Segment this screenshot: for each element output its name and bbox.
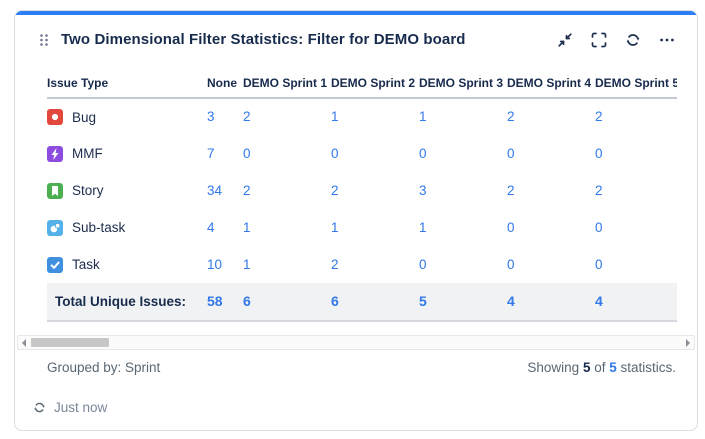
stat-link[interactable]: 2 (331, 256, 339, 272)
more-menu-icon[interactable] (659, 32, 675, 48)
table-scroll-area[interactable]: Issue Type None DEMO Sprint 1 DEMO Sprin… (30, 62, 677, 322)
stat-link[interactable]: 0 (507, 219, 515, 235)
stat-link[interactable]: 1 (243, 256, 251, 272)
stat-link[interactable]: 0 (419, 145, 427, 161)
stat-link[interactable]: 10 (207, 256, 223, 272)
stat-link[interactable]: 0 (419, 256, 427, 272)
gadget-toolbar (557, 32, 675, 48)
col-header-issue-type: Issue Type (47, 62, 207, 99)
task-icon (47, 256, 63, 273)
stat-link[interactable]: 1 (331, 109, 339, 124)
subtask-icon (47, 219, 63, 236)
drag-handle-icon[interactable] (39, 33, 49, 47)
card-accent-bar (15, 11, 697, 15)
stat-link[interactable]: 1 (419, 219, 427, 235)
stat-link[interactable]: 7 (207, 145, 215, 161)
table-row-story: Story 34 2 2 3 2 2 (47, 172, 677, 209)
total-stat-link[interactable]: 6 (243, 292, 251, 309)
stat-link[interactable]: 0 (507, 145, 515, 161)
total-stat-link[interactable]: 4 (595, 292, 603, 309)
stat-link[interactable]: 2 (595, 182, 603, 198)
col-header-sprint-4: DEMO Sprint 4 (507, 62, 595, 99)
table-row-mmf: MMF 7 0 0 0 0 0 (47, 135, 677, 172)
showing-statistics-text: Showing 5 of 5 statistics. (527, 360, 676, 375)
stat-link[interactable]: 2 (331, 182, 339, 198)
table-row-bug: Bug 3 2 1 1 2 2 (47, 98, 677, 135)
total-stat-link[interactable]: 5 (419, 292, 427, 309)
stat-link[interactable]: 34 (207, 182, 223, 198)
issue-type-label: Bug (72, 109, 97, 125)
table-header-row: Issue Type None DEMO Sprint 1 DEMO Sprin… (47, 62, 677, 99)
stat-link[interactable]: 0 (331, 145, 339, 161)
col-header-sprint-1: DEMO Sprint 1 (243, 62, 331, 99)
total-count: 5 (609, 360, 617, 375)
horizontal-scrollbar[interactable] (17, 335, 695, 350)
stat-link[interactable]: 4 (207, 219, 215, 235)
gadget-title: Two Dimensional Filter Statistics: Filte… (61, 31, 466, 48)
stat-link[interactable]: 2 (595, 109, 603, 124)
stat-link[interactable]: 2 (243, 109, 251, 124)
gadget-meta-row: Grouped by: Sprint Showing 5 of 5 statis… (47, 360, 676, 375)
table-row-subtask: Sub-task 4 1 1 1 0 0 (47, 209, 677, 246)
stat-link[interactable]: 3 (207, 109, 215, 124)
issue-type-label: Sub-task (72, 220, 126, 235)
stat-link[interactable]: 2 (507, 182, 515, 198)
stat-link[interactable]: 1 (243, 219, 251, 235)
refresh-icon[interactable] (625, 32, 641, 48)
col-header-sprint-3: DEMO Sprint 3 (419, 62, 507, 99)
stat-link[interactable]: 2 (507, 109, 515, 124)
statistics-table: Issue Type None DEMO Sprint 1 DEMO Sprin… (47, 62, 677, 322)
total-stat-link[interactable]: 6 (331, 292, 339, 309)
col-header-sprint-5: DEMO Sprint 5 (595, 62, 677, 99)
scroll-right-arrow-icon[interactable] (686, 339, 690, 347)
last-refreshed-label: Just now (54, 400, 108, 415)
mmf-icon (47, 145, 63, 162)
gadget-card: Two Dimensional Filter Statistics: Filte… (14, 10, 698, 431)
gadget-header: Two Dimensional Filter Statistics: Filte… (15, 15, 697, 48)
col-header-sprint-2: DEMO Sprint 2 (331, 62, 419, 99)
stat-link[interactable]: 0 (595, 256, 603, 272)
total-stat-link[interactable]: 58 (207, 292, 223, 309)
table-total-row: Total Unique Issues: 58 6 6 5 4 4 (47, 283, 677, 322)
stat-link[interactable]: 1 (331, 219, 339, 235)
stat-link[interactable]: 1 (419, 109, 427, 124)
col-header-none: None (207, 62, 243, 99)
issue-type-label: Story (72, 183, 104, 198)
issue-type-label: MMF (72, 146, 103, 161)
stat-link[interactable]: 2 (243, 182, 251, 198)
issue-type-label: Task (72, 257, 100, 272)
stat-link[interactable]: 0 (595, 219, 603, 235)
total-stat-link[interactable]: 4 (507, 292, 515, 309)
shown-count: 5 (582, 360, 591, 375)
stat-link[interactable]: 0 (595, 145, 603, 161)
scrollbar-thumb[interactable] (31, 338, 109, 347)
stat-link[interactable]: 0 (507, 256, 515, 272)
collapse-icon[interactable] (557, 32, 573, 48)
total-label: Total Unique Issues: (47, 283, 207, 322)
stat-link[interactable]: 3 (419, 182, 427, 198)
scroll-left-arrow-icon[interactable] (22, 339, 26, 347)
table-row-task: Task 10 1 2 0 0 0 (47, 246, 677, 283)
last-refreshed-row: Just now (33, 400, 697, 415)
grouped-by-label: Grouped by: Sprint (47, 360, 161, 375)
bug-icon (47, 109, 63, 125)
fullscreen-icon[interactable] (591, 32, 607, 48)
refresh-status-icon[interactable] (33, 401, 46, 414)
story-icon (47, 182, 63, 199)
stat-link[interactable]: 0 (243, 145, 251, 161)
